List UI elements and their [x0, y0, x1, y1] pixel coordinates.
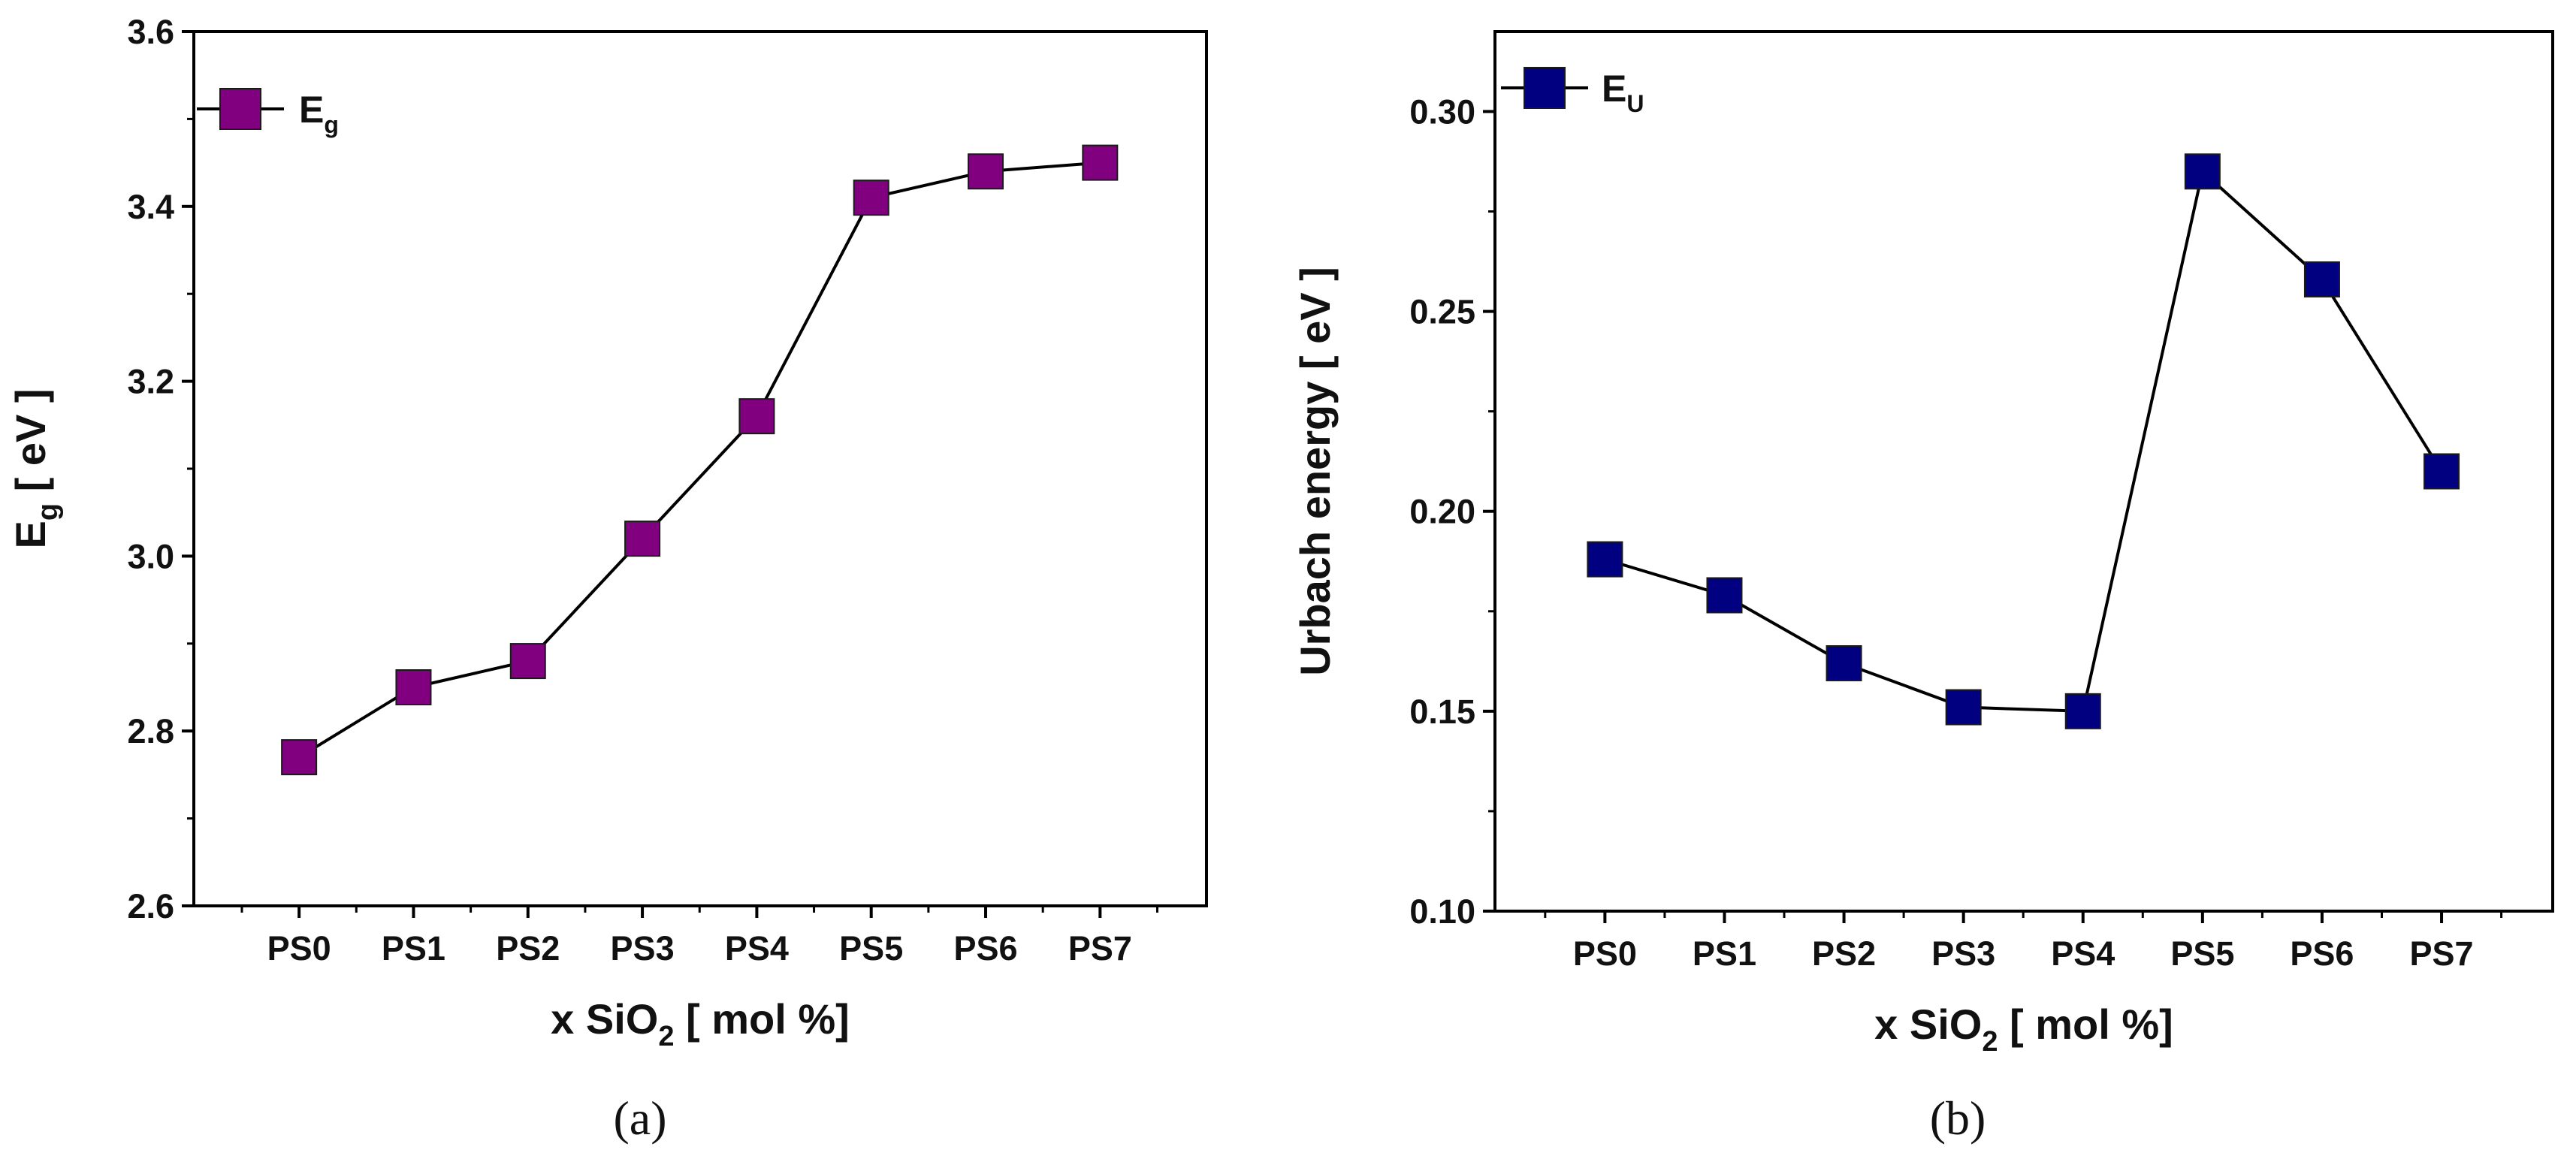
data-point-ps6	[2303, 261, 2340, 298]
x-tick-label: PS1	[382, 929, 445, 967]
x-tick-label: PS4	[725, 929, 789, 967]
x-tick-label: PS5	[2170, 934, 2234, 973]
y-axis-title: Urbach energy [ eV ]	[1291, 267, 1339, 676]
y-tick-label: 0.15	[1409, 693, 1475, 731]
data-point-ps0	[281, 739, 318, 776]
y-axis-title: Eg [ eV ]	[7, 388, 64, 548]
series-line	[1604, 168, 2443, 713]
panel-caption: (b)	[1930, 1091, 1986, 1145]
legend-marker	[1524, 67, 1566, 109]
y-tick-label: 0.10	[1409, 892, 1475, 931]
data-point-ps2	[1826, 644, 1862, 681]
data-point-ps3	[1945, 689, 1982, 726]
x-tick-label: PS6	[953, 929, 1017, 967]
x-tick-label: PS5	[839, 929, 903, 967]
data-point-ps1	[1706, 577, 1743, 614]
chart-b: 0.10 0.15 0.20 0.25 0.30 PS0 PS1 PS2 PS3 PS4 PS5 PS…	[1291, 30, 2554, 1145]
plot-frame	[192, 30, 1208, 907]
x-axis-title: x SiO2 [ mol %]	[1874, 1001, 2173, 1058]
x-tick-label: PS7	[1068, 929, 1132, 967]
legend-marker	[219, 88, 261, 130]
x-tick-label: PS2	[1812, 934, 1876, 973]
data-point-ps7	[2423, 453, 2460, 490]
x-tick-label: PS6	[2290, 934, 2354, 973]
data-point-ps5	[2184, 153, 2221, 190]
x-tick-label: PS0	[267, 929, 331, 967]
x-tick-label: PS4	[2051, 934, 2115, 973]
data-point-ps3	[624, 521, 661, 557]
data-point-ps0	[1587, 541, 1623, 578]
series-line	[298, 161, 1101, 759]
legend-label: EU	[1602, 68, 1644, 117]
x-tick-label: PS3	[1931, 934, 1995, 973]
y-tick-label: 3.0	[127, 537, 174, 575]
x-tick-label: PS1	[1693, 934, 1756, 973]
legend-label: Eg	[299, 89, 339, 138]
y-tick-label: 2.6	[127, 887, 174, 925]
y-tick-label: 0.30	[1409, 92, 1475, 131]
y-tick-label: 0.25	[1409, 293, 1475, 331]
chart-a: 2.6 2.8 3.0 3.2 3.4 3.6 PS0 PS1 PS2 PS3 PS4 PS5 PS6 P…	[7, 13, 1208, 1145]
data-point-ps7	[1082, 144, 1119, 181]
panel-caption: (a)	[613, 1091, 666, 1145]
data-point-ps1	[395, 669, 432, 705]
x-tick-label: PS7	[2410, 934, 2474, 973]
y-tick-label: 2.8	[127, 712, 174, 750]
data-point-ps2	[509, 643, 546, 680]
x-tick-label: PS3	[611, 929, 675, 967]
plot-frame	[1493, 30, 2554, 913]
data-point-ps4	[738, 398, 775, 435]
y-tick-label: 3.4	[127, 188, 174, 226]
y-tick-label: 0.20	[1409, 493, 1475, 531]
data-point-ps4	[2064, 693, 2101, 729]
y-tick-label: 3.2	[127, 363, 174, 401]
x-tick-label: PS0	[1573, 934, 1637, 973]
y-tick-label: 3.6	[127, 13, 174, 51]
data-point-ps6	[968, 153, 1004, 190]
x-axis-title: x SiO2 [ mol %]	[551, 995, 850, 1052]
x-tick-label: PS2	[496, 929, 560, 967]
data-point-ps5	[853, 180, 889, 216]
